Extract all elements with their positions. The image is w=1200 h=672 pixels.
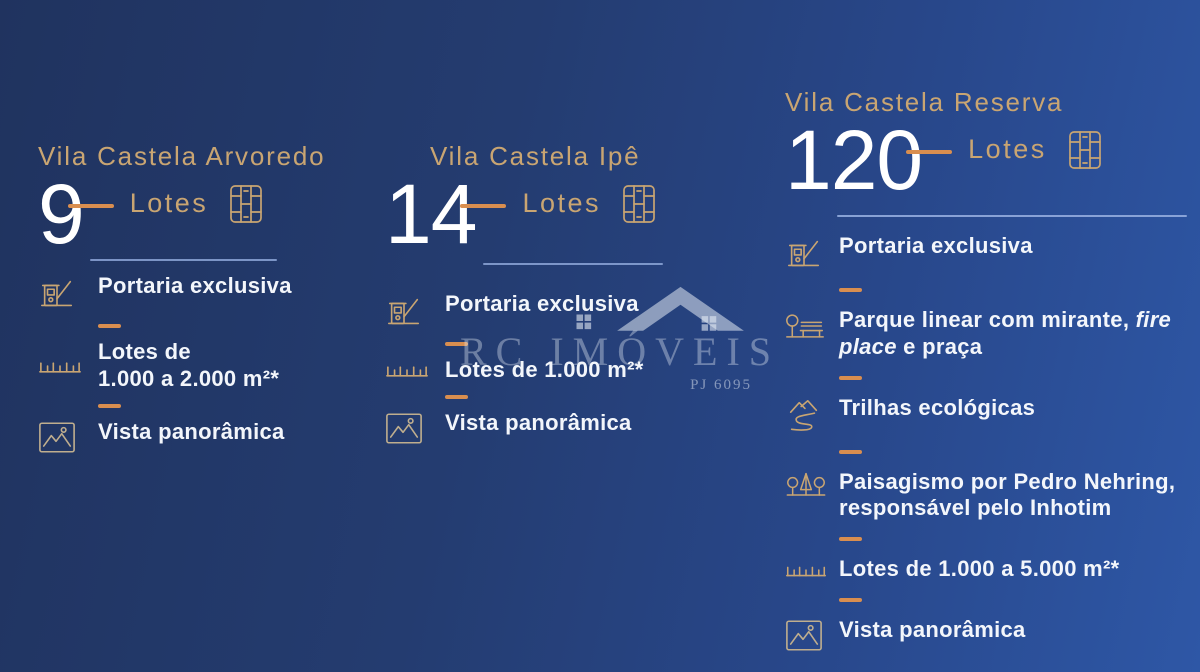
feature-row: Paisagismo por Pedro Nehring, responsáve… bbox=[785, 469, 1195, 523]
feature-separator-dash bbox=[839, 598, 862, 603]
panorama-icon bbox=[385, 410, 429, 445]
lot-count-row: 120 Lotes bbox=[785, 112, 1195, 207]
feature-list: Portaria exclusiva Lotes de 1.000 m²* bbox=[385, 291, 685, 445]
feature-list: Portaria exclusiva Parque l bbox=[785, 233, 1195, 652]
feature-row: Portaria exclusiva bbox=[785, 233, 1195, 273]
feature-text: Lotes de 1.000 a 2.000 m²* bbox=[98, 338, 280, 391]
ruler-icon bbox=[385, 360, 429, 380]
lot-count: 14 bbox=[385, 166, 477, 261]
feature-text: Vista panorâmica bbox=[98, 418, 285, 444]
count-dash bbox=[460, 203, 507, 208]
feature-row: Lotes de 1.000 a 2.000 m²* bbox=[38, 339, 348, 393]
feature-row: Portaria exclusiva bbox=[38, 273, 348, 313]
feature-row: Portaria exclusiva bbox=[385, 291, 685, 331]
feature-text: Paisagismo por Pedro Nehring, responsáve… bbox=[839, 468, 1176, 521]
lot-count-row: 14 Lotes bbox=[385, 166, 685, 261]
feature-text: Lotes de 1.000 m²* bbox=[445, 356, 644, 382]
feature-separator-dash bbox=[445, 394, 468, 399]
feature-text: Lotes de 1.000 a 5.000 m²* bbox=[839, 556, 1120, 582]
feature-row: Vista panorâmica bbox=[385, 410, 685, 445]
ruler-icon bbox=[38, 356, 82, 376]
panorama-icon bbox=[785, 617, 827, 652]
feature-separator-dash bbox=[98, 403, 121, 408]
feature-row: Lotes de 1.000 a 5.000 m²* bbox=[785, 556, 1195, 583]
watermark-license-number: PJ 6095 bbox=[690, 377, 752, 393]
feature-text: Portaria exclusiva bbox=[98, 272, 292, 298]
feature-text: Vista panorâmica bbox=[839, 617, 1026, 643]
landscaping-trees-icon bbox=[785, 469, 827, 503]
feature-row: Trilhas ecológicas bbox=[785, 395, 1195, 435]
feature-text-italic: fire place bbox=[839, 306, 1172, 359]
feature-row: Vista panorâmica bbox=[38, 419, 348, 454]
section-title: Vila Castela Reserva bbox=[785, 87, 1064, 117]
feature-text: Parque linear com mirante, fire place e … bbox=[839, 306, 1172, 359]
masterplan-map-icon bbox=[1065, 129, 1105, 171]
lotes-label: Lotes bbox=[522, 187, 601, 218]
section-reserva: Vila Castela Reserva 120 Lotes bbox=[785, 87, 1195, 652]
gatehouse-icon bbox=[785, 233, 827, 273]
section-title: Vila Castela Ipê bbox=[430, 141, 641, 171]
feature-separator-dash bbox=[839, 449, 862, 454]
feature-separator-dash bbox=[839, 375, 862, 380]
feature-text: Portaria exclusiva bbox=[839, 232, 1033, 258]
section-ipe: Vila Castela Ipê 14 Lotes bbox=[385, 141, 685, 445]
feature-separator-dash bbox=[445, 341, 468, 346]
feature-text: Trilhas ecológicas bbox=[839, 394, 1036, 420]
feature-row: Lotes de 1.000 m²* bbox=[385, 357, 685, 384]
section-title: Vila Castela Arvoredo bbox=[38, 141, 326, 171]
lotes-label: Lotes bbox=[129, 187, 209, 218]
gatehouse-icon bbox=[385, 291, 429, 331]
feature-text: Portaria exclusiva bbox=[445, 290, 639, 316]
masterplan-map-icon bbox=[619, 183, 659, 225]
feature-separator-dash bbox=[839, 537, 862, 542]
count-dash bbox=[67, 203, 114, 208]
feature-list: Portaria exclusiva Lotes de 1.000 a 2.00… bbox=[38, 273, 348, 454]
section-arvoredo: Vila Castela Arvoredo 9 Lotes bbox=[38, 141, 348, 454]
feature-row: Parque linear com mirante, fire place e … bbox=[785, 307, 1195, 361]
feature-separator-dash bbox=[839, 287, 862, 292]
gatehouse-icon bbox=[38, 273, 82, 313]
feature-text: Vista panorâmica bbox=[445, 409, 632, 435]
header-divider-line bbox=[837, 214, 1187, 217]
header-divider-line bbox=[90, 258, 277, 261]
lot-count-row: 9 Lotes bbox=[38, 166, 348, 261]
lotes-label: Lotes bbox=[968, 133, 1047, 164]
lot-count: 120 bbox=[785, 112, 923, 207]
feature-row: Vista panorâmica bbox=[785, 617, 1195, 652]
masterplan-map-icon bbox=[226, 183, 266, 225]
count-dash bbox=[906, 149, 953, 154]
feature-separator-dash bbox=[98, 323, 121, 328]
header-divider-line bbox=[483, 262, 663, 265]
park-bench-icon bbox=[785, 307, 827, 343]
panorama-icon bbox=[38, 419, 82, 454]
lot-count: 9 bbox=[38, 166, 85, 261]
ruler-icon bbox=[785, 560, 827, 580]
trails-icon bbox=[785, 395, 827, 435]
